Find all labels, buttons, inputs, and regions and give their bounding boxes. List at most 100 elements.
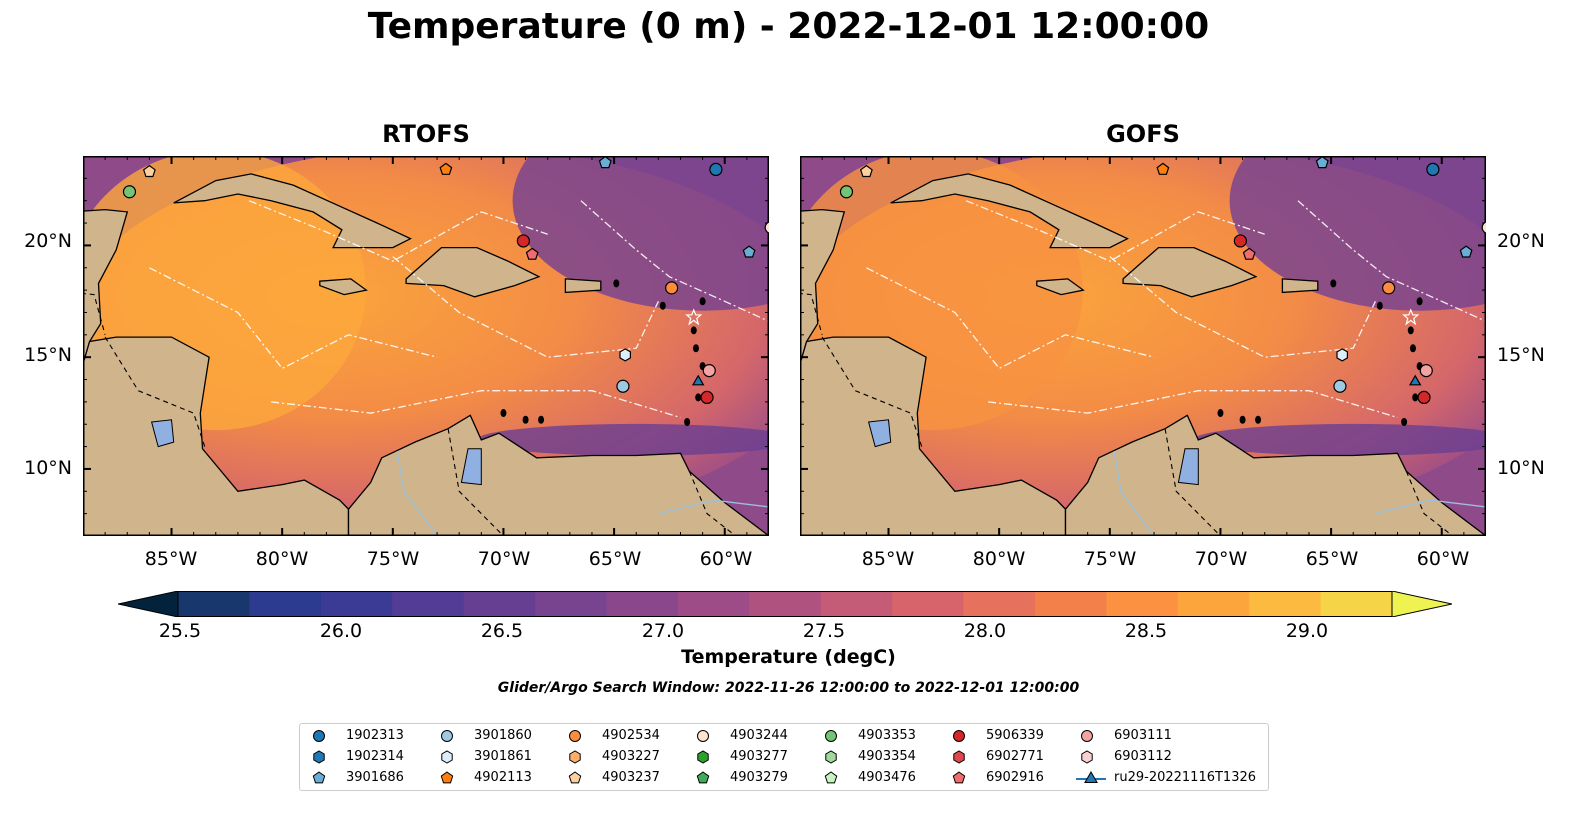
legend-marker-icon [441, 729, 453, 742]
float-marker [516, 234, 530, 248]
legend-item: 3901860 [436, 726, 532, 745]
legend-item: 4903353 [820, 726, 916, 745]
legend-marker-icon [825, 749, 837, 764]
island [1409, 344, 1416, 353]
eez-boundary [988, 390, 1398, 419]
gofs-lon-tick: 60°W [1416, 548, 1470, 570]
legend-label: 4903353 [858, 728, 916, 743]
legend-label: 4903244 [730, 728, 788, 743]
land-jamaica [1036, 278, 1085, 296]
legend-marker-icon [953, 749, 965, 764]
float-marker [709, 162, 723, 177]
eez-boundary [1297, 200, 1486, 322]
venezuela-coastal-upwelling [1193, 423, 1486, 456]
colorbar-segment [392, 591, 465, 617]
land-southam [1064, 414, 1486, 536]
legend-label: 5906339 [986, 728, 1044, 743]
legend-label: 1902314 [346, 749, 404, 764]
lat-tick-right: 10°N [1497, 457, 1545, 479]
legend-label: 6902916 [986, 770, 1044, 785]
colorbar-segment [1177, 591, 1250, 617]
colorbar-segment [320, 591, 393, 617]
float-marker [764, 221, 769, 234]
float-marker [1417, 390, 1431, 405]
venezuela-coastal-upwelling [476, 423, 769, 456]
legend-item: 6902771 [948, 747, 1044, 766]
legend-label: 4902113 [474, 770, 532, 785]
legend-marker-icon [1076, 770, 1106, 783]
rtofs-lon-tick: 85°W [144, 548, 198, 570]
eez-boundary [1109, 256, 1376, 358]
float-marker [1382, 281, 1396, 295]
river [658, 499, 769, 515]
legend-item: 4903227 [564, 747, 660, 766]
float-marker [1419, 363, 1433, 378]
legend-label: 3901860 [474, 728, 532, 743]
legend-item: 4903277 [692, 747, 788, 766]
legend-item: 4903279 [692, 768, 788, 787]
search-window-text: Glider/Argo Search Window: 2022-11-26 12… [497, 680, 1080, 696]
lat-tick-right: 15°N [1497, 344, 1545, 366]
float-marker [439, 162, 453, 175]
island [1401, 418, 1408, 426]
colorbar-tick: 29.0 [1285, 620, 1329, 642]
lat-tick-left: 15°N [24, 344, 72, 366]
legend-marker-icon [953, 729, 965, 742]
lat-tick-left: 20°N [24, 230, 72, 252]
legend-item: 6903112 [1076, 747, 1172, 766]
land-southam [347, 414, 769, 536]
island [1407, 326, 1414, 335]
float-marker [702, 363, 716, 378]
legend-marker-icon [569, 749, 581, 764]
land-cuba [890, 173, 1129, 249]
eez-boundary [866, 267, 1155, 370]
legend-marker-icon [313, 729, 325, 742]
island [695, 393, 702, 402]
colorbar-tick: 26.0 [319, 620, 363, 642]
island [1239, 415, 1246, 424]
island [659, 301, 666, 310]
float-marker [1408, 374, 1422, 386]
float-marker [859, 164, 873, 178]
legend-item: 3901686 [308, 768, 404, 787]
rtofs-panel-title: RTOFS [382, 120, 470, 148]
eez-boundary [392, 256, 659, 358]
island [692, 344, 699, 353]
legend-item: 4903354 [820, 747, 916, 766]
island [699, 297, 706, 306]
land-puertorico [564, 278, 602, 294]
country-border [83, 292, 106, 335]
float-marker [1242, 247, 1256, 260]
colorbar-segment [1034, 591, 1107, 617]
colorbar-segment [535, 591, 607, 617]
colorbar-segment [963, 591, 1036, 617]
island [1330, 279, 1337, 288]
colorbar-segment [892, 591, 965, 617]
float-marker [742, 245, 756, 258]
legend-item: 4902113 [436, 768, 532, 787]
float-marker [1459, 245, 1473, 258]
lat-tick-left: 10°N [24, 457, 72, 479]
legend-label: ru29-20221116T1326 [1114, 770, 1257, 785]
legend-marker-icon [440, 770, 454, 783]
river [1375, 499, 1486, 515]
lake-nicaragua_lake [867, 419, 892, 448]
rtofs-map [83, 156, 769, 536]
legend-label: 6903112 [1114, 749, 1172, 764]
legend-label: 4903237 [602, 770, 660, 785]
island [1412, 393, 1419, 402]
island [500, 409, 507, 418]
colorbar-segment [1320, 591, 1393, 617]
legend-item: ru29-20221116T1326 [1076, 768, 1256, 787]
legend-label: 4903279 [730, 770, 788, 785]
colorbar-tick: 27.5 [802, 620, 846, 642]
rtofs-lon-tick: 65°W [588, 548, 642, 570]
legend-marker-icon [696, 770, 710, 783]
legend-marker-icon [697, 749, 709, 764]
island [1416, 297, 1423, 306]
land-hispaniola [405, 246, 541, 298]
colorbar-tick: 28.5 [1124, 620, 1168, 642]
island [522, 415, 529, 424]
eez-boundary [965, 200, 1265, 262]
legend-item: 4902534 [564, 726, 660, 745]
